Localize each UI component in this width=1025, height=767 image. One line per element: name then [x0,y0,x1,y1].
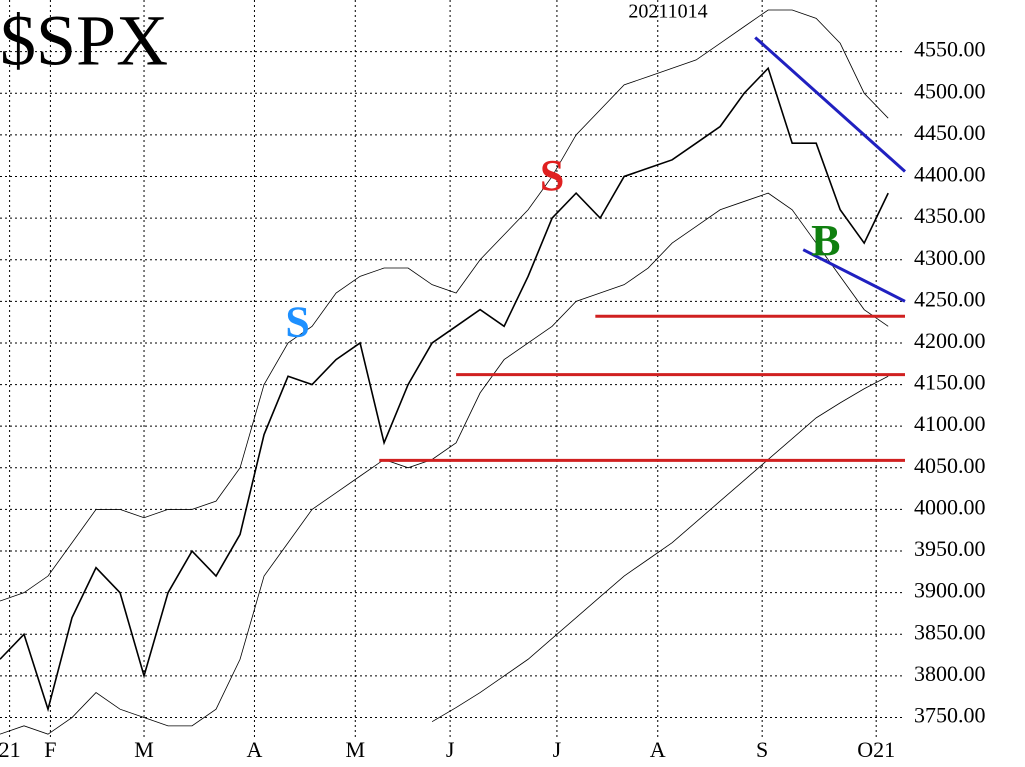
x-tick-label: J [446,737,455,762]
y-tick-label: 4550.00 [914,37,986,62]
y-tick-label: 3900.00 [914,578,986,603]
series-line [0,192,889,735]
x-tick-label: 21 [0,737,21,762]
series-line [0,66,889,713]
y-tick-label: 4050.00 [914,453,986,478]
y-tick-label: 4200.00 [914,328,986,353]
series-line [0,9,889,602]
x-tick-label: M [345,737,365,762]
x-tick-label: F [44,737,56,762]
y-tick-label: 3800.00 [914,661,986,686]
x-tick-label: S [756,737,768,762]
y-tick-label: 4500.00 [914,78,986,103]
y-tick-label: 3850.00 [914,619,986,644]
y-tick-label: 4300.00 [914,245,986,270]
y-tick-label: 3750.00 [914,703,986,728]
trend-line [754,36,907,173]
y-tick-label: 3950.00 [914,536,986,561]
x-tick-label: A [650,737,666,762]
x-tick-label: O21 [857,737,895,762]
y-tick-label: 4150.00 [914,370,986,395]
y-tick-label: 4350.00 [914,203,986,228]
series-line [431,375,889,723]
annotation: B [811,216,840,265]
annotation: S [540,151,564,200]
x-tick-label: J [553,737,562,762]
trend-line [802,248,906,303]
x-tick-label: M [134,737,154,762]
y-tick-label: 4450.00 [914,120,986,145]
y-tick-label: 4250.00 [914,286,986,311]
y-tick-label: 4000.00 [914,494,986,519]
x-tick-label: A [247,737,263,762]
annotation: S [285,297,309,346]
chart-title: $SPX [0,1,168,81]
y-tick-label: 4100.00 [914,411,986,436]
chart-date: 20211014 [628,1,707,23]
y-tick-label: 4400.00 [914,162,986,187]
